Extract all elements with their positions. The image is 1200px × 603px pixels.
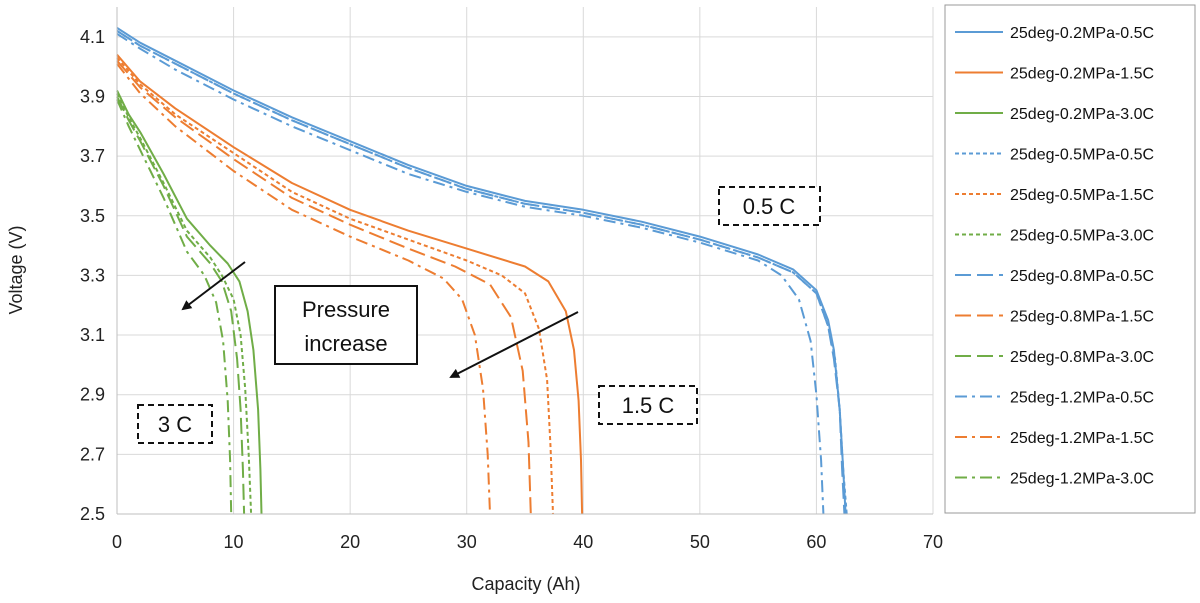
annotation-0-5c: 0.5 C (743, 194, 796, 219)
y-tick-label-1: 2.7 (80, 444, 105, 464)
legend-label-2: 25deg-0.2MPa-3.0C (1010, 106, 1154, 123)
series-line-25deg-0.5MPa-3.0C (116, 93, 253, 515)
y-tick-label-3: 3.1 (80, 325, 105, 345)
y-tick-label-5: 3.5 (80, 206, 105, 226)
series-line-25deg-1.2MPa-0.5C (116, 32, 825, 515)
annotation-pressure-line1: Pressure (302, 297, 390, 322)
pressure-arrow-1-5c (449, 311, 579, 378)
annotation-3c: 3 C (158, 412, 192, 437)
series-line-25deg-1.2MPa-1.5C (116, 63, 491, 515)
series-line-25deg-0.8MPa-1.5C (116, 60, 532, 515)
legend-label-0: 25deg-0.2MPa-0.5C (1010, 25, 1154, 42)
x-tick-label-6: 60 (806, 532, 826, 552)
x-tick-label-7: 70 (923, 532, 943, 552)
legend-frame (944, 4, 1196, 514)
series-line-25deg-0.5MPa-0.5C (116, 30, 848, 515)
legend: 25deg-0.2MPa-0.5C 25deg-0.2MPa-1.5C 25deg-… (955, 25, 1154, 488)
y-tick-label-0: 2.5 (80, 504, 105, 524)
legend-label-8: 25deg-0.8MPa-3.0C (1010, 349, 1154, 366)
y-tick-label-6: 3.7 (80, 146, 105, 166)
series-line-25deg-0.8MPa-0.5C (116, 30, 846, 515)
axes (116, 7, 933, 515)
annotation-box-1-5c (598, 385, 698, 425)
legend-label-9: 25deg-1.2MPa-0.5C (1010, 390, 1154, 407)
series-line-25deg-0.2MPa-0.5C (116, 27, 847, 515)
x-tick-label-1: 10 (224, 532, 244, 552)
x-axis-label: Capacity (Ah) (471, 574, 580, 594)
x-tick-labels: 0 10 20 30 40 50 60 70 (112, 532, 943, 552)
legend-label-5: 25deg-0.5MPa-3.0C (1010, 228, 1154, 245)
legend-label-4: 25deg-0.5MPa-1.5C (1010, 187, 1154, 204)
annotation-1-5c: 1.5 C (622, 393, 675, 418)
y-axis-label: Voltage (V) (6, 225, 26, 314)
x-tick-label-4: 40 (573, 532, 593, 552)
grid-lines (116, 7, 934, 515)
legend-label-7: 25deg-0.8MPa-1.5C (1010, 309, 1154, 326)
y-tick-label-8: 4.1 (80, 27, 105, 47)
legend-label-6: 25deg-0.8MPa-0.5C (1010, 268, 1154, 285)
y-tick-label-7: 3.9 (80, 86, 105, 106)
series-line-25deg-0.2MPa-3.0C (116, 90, 263, 515)
series-lines (116, 27, 848, 515)
annotation-box-3c (137, 404, 213, 444)
annotation-box-0-5c (718, 186, 821, 226)
series-line-25deg-0.8MPa-3.0C (116, 96, 246, 515)
x-tick-label-3: 30 (457, 532, 477, 552)
series-line-25deg-0.2MPa-1.5C (116, 54, 584, 515)
y-tick-label-4: 3.3 (80, 265, 105, 285)
legend-label-11: 25deg-1.2MPa-3.0C (1010, 471, 1154, 488)
annotation-box-pressure (274, 285, 418, 365)
x-tick-label-5: 50 (690, 532, 710, 552)
annotations: 0.5 C 1.5 C 3 C Pressure increase (137, 186, 821, 444)
y-tick-label-2: 2.9 (80, 385, 105, 405)
legend-label-1: 25deg-0.2MPa-1.5C (1010, 66, 1154, 83)
x-tick-label-2: 20 (340, 532, 360, 552)
y-tick-labels: 2.5 2.7 2.9 3.1 3.3 3.5 3.7 3.9 4.1 (80, 27, 105, 524)
annotation-pressure-line2: increase (304, 331, 387, 356)
pressure-arrow-3c (181, 261, 246, 311)
legend-label-10: 25deg-1.2MPa-1.5C (1010, 430, 1154, 447)
x-tick-label-0: 0 (112, 532, 122, 552)
legend-label-3: 25deg-0.5MPa-0.5C (1010, 147, 1154, 164)
series-line-25deg-0.5MPa-1.5C (116, 57, 554, 515)
series-line-25deg-1.2MPa-3.0C (116, 99, 233, 515)
